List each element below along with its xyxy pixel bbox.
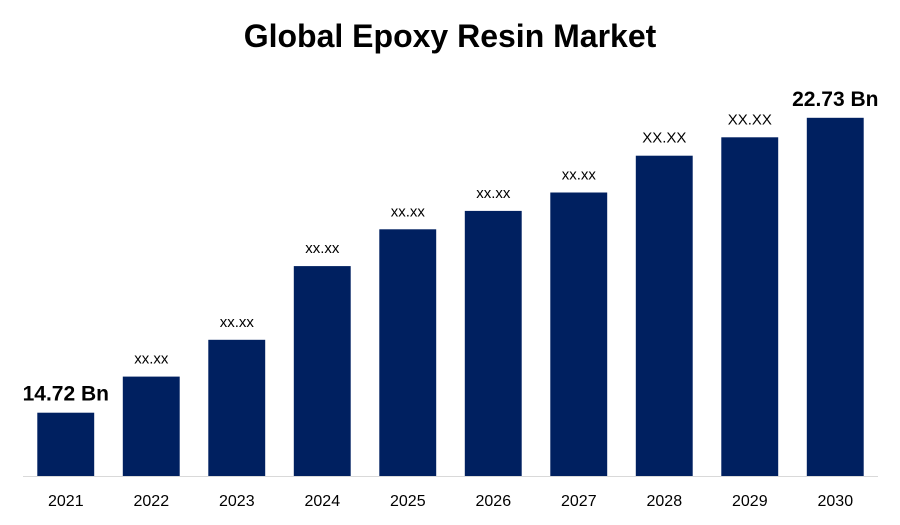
data-label-2028: XX.XX (642, 130, 686, 147)
data-label-2021: 14.72 Bn (23, 383, 109, 406)
data-label-2026: xx.xx (476, 185, 511, 202)
bar-2023 (208, 339, 266, 476)
x-tick-label-2028: 2028 (647, 493, 683, 510)
data-label-2022: xx.xx (134, 351, 169, 368)
data-label-2023: xx.xx (220, 314, 255, 331)
bar-2024 (293, 266, 351, 476)
x-tick-labels-group: 2021 2022 2023 2024 2025 2026 2027 2028 2029 2030 (48, 493, 853, 510)
bar-2029 (721, 137, 779, 477)
x-tick-label-2030: 2030 (818, 493, 854, 510)
x-tick-label-2026: 2026 (476, 493, 512, 510)
data-labels-group: 14.72 Bn xx.xx xx.xx xx.xx xx.xx xx.xx xx.xx XX… (23, 88, 879, 406)
bar-2025 (379, 229, 437, 476)
data-label-2030: 22.73 Bn (792, 88, 878, 111)
bars-group (37, 117, 864, 477)
x-tick-label-2021: 2021 (48, 493, 84, 510)
data-label-2029: XX.XX (728, 111, 772, 128)
x-tick-label-2023: 2023 (219, 493, 255, 510)
bar-2030 (806, 117, 864, 477)
data-label-2025: xx.xx (391, 203, 426, 220)
x-tick-label-2025: 2025 (390, 493, 426, 510)
bar-2021 (37, 412, 95, 476)
data-label-2024: xx.xx (305, 240, 340, 257)
bar-2026 (464, 210, 522, 476)
bar-2027 (550, 192, 608, 476)
x-tick-label-2024: 2024 (305, 493, 341, 510)
x-tick-label-2022: 2022 (134, 493, 170, 510)
x-tick-label-2029: 2029 (732, 493, 768, 510)
chart-title: Global Epoxy Resin Market (243, 18, 657, 54)
x-tick-label-2027: 2027 (561, 493, 597, 510)
bar-2028 (635, 155, 693, 476)
data-label-2027: xx.xx (562, 167, 597, 184)
bar-2022 (122, 376, 180, 476)
